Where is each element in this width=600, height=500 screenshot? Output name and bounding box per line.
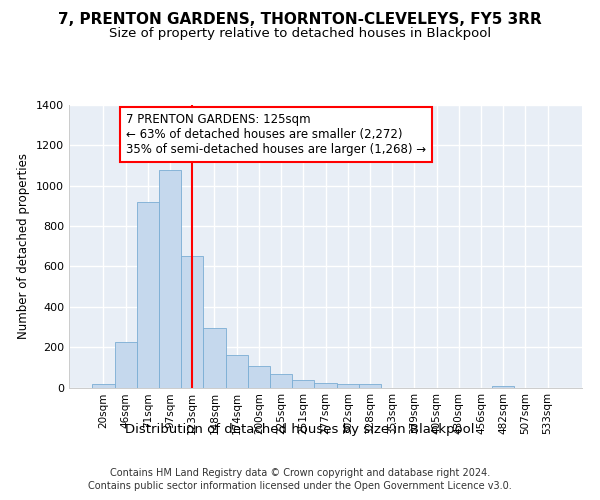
Bar bbox=[292, 380, 314, 388]
Text: Distribution of detached houses by size in Blackpool: Distribution of detached houses by size … bbox=[125, 422, 475, 436]
Text: 7, PRENTON GARDENS, THORNTON-CLEVELEYS, FY5 3RR: 7, PRENTON GARDENS, THORNTON-CLEVELEYS, … bbox=[58, 12, 542, 28]
Bar bbox=[492, 386, 514, 388]
Text: Contains public sector information licensed under the Open Government Licence v3: Contains public sector information licen… bbox=[88, 481, 512, 491]
Bar bbox=[359, 384, 381, 388]
Bar bbox=[137, 202, 159, 388]
Text: Size of property relative to detached houses in Blackpool: Size of property relative to detached ho… bbox=[109, 28, 491, 40]
Bar bbox=[92, 384, 115, 388]
Bar bbox=[159, 170, 181, 388]
Text: 7 PRENTON GARDENS: 125sqm
← 63% of detached houses are smaller (2,272)
35% of se: 7 PRENTON GARDENS: 125sqm ← 63% of detac… bbox=[125, 113, 426, 156]
Bar bbox=[203, 328, 226, 388]
Bar bbox=[314, 383, 337, 388]
Bar bbox=[226, 355, 248, 388]
Y-axis label: Number of detached properties: Number of detached properties bbox=[17, 153, 31, 340]
Bar bbox=[337, 384, 359, 388]
Bar bbox=[270, 374, 292, 388]
Bar bbox=[115, 342, 137, 388]
Bar bbox=[248, 366, 270, 388]
Text: Contains HM Land Registry data © Crown copyright and database right 2024.: Contains HM Land Registry data © Crown c… bbox=[110, 468, 490, 477]
Bar bbox=[181, 256, 203, 388]
